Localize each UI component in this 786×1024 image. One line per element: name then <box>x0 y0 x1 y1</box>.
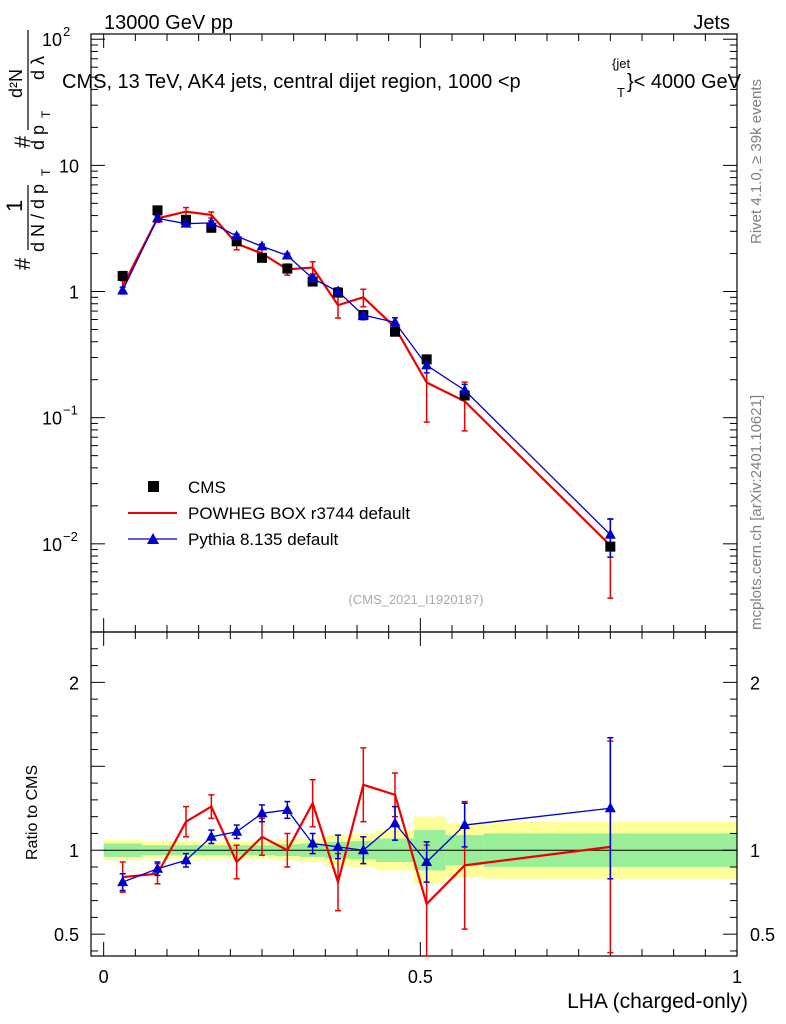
pythia-ratio-point <box>117 876 129 887</box>
plot-title: CMS, 13 TeV, AK4 jets, central dijet reg… <box>62 56 742 100</box>
pythia-ratio-point <box>389 817 401 828</box>
svg-text:T: T <box>39 110 53 118</box>
ratio-y-tick-label: 1 <box>69 841 79 861</box>
legend: CMS POWHEG BOX r3744 default Pythia 8.13… <box>128 478 410 549</box>
pythia-point <box>281 249 293 260</box>
data-point <box>605 541 616 552</box>
pythia-point <box>152 212 163 223</box>
y-tick-label: 10 <box>42 409 62 429</box>
y-tick-label: 1 <box>69 283 79 303</box>
pythia-point <box>117 284 129 295</box>
plot-title-sup: {jet <box>612 56 630 71</box>
plot-title-sub: T <box>617 85 625 100</box>
legend-label-powheg: POWHEG BOX r3744 default <box>188 504 410 523</box>
analysis-id: (CMS_2021_I1920187) <box>348 592 483 607</box>
x-tick-label: 0.5 <box>408 967 433 987</box>
svg-text:T: T <box>39 168 53 176</box>
svg-text:d λ: d λ <box>28 56 48 80</box>
ratio-frame <box>90 631 738 957</box>
pythia-point <box>205 216 217 227</box>
svg-text:d²N: d²N <box>6 69 26 98</box>
data-point <box>282 263 293 274</box>
y-tick-label-exp: −1 <box>63 403 78 418</box>
y-tick-label-exp: −2 <box>63 529 78 544</box>
pythia-ratio-point <box>459 819 471 830</box>
pythia-point <box>332 285 344 296</box>
data-point <box>152 205 163 216</box>
pythia-point <box>421 359 433 370</box>
ratio-y-tick-label: 0.5 <box>54 925 79 945</box>
svg-text:#: # <box>10 257 35 270</box>
pythia-ratio-point <box>180 854 192 865</box>
ratio-y-tick-label-right: 1 <box>750 841 760 861</box>
x-tick-label: 1 <box>732 967 742 987</box>
ratio-y-tick-label-right: 0.5 <box>750 925 775 945</box>
side-site-label: mcplots.cern.ch [arXiv:2401.10621] <box>748 395 765 630</box>
ratio-panel: 0 0.5 1 0.5 0.5 1 1 2 2 <box>54 631 775 987</box>
legend-label-data: CMS <box>188 478 226 497</box>
pythia-ratio-point <box>205 830 217 841</box>
data-point <box>459 390 470 401</box>
svg-text:#: # <box>10 135 35 148</box>
pythia-ratio-point <box>256 807 268 818</box>
pythia-ratio-point <box>357 844 369 855</box>
pythia-ratio-point <box>307 837 319 848</box>
energy-label: 13000 GeV pp <box>104 12 233 34</box>
svg-text:d N / d p: d N / d p <box>28 184 48 252</box>
data-point <box>257 252 267 263</box>
pythia-point <box>389 316 401 327</box>
pythia-ratio-point <box>332 840 344 851</box>
y-tick-label: 10 <box>59 156 79 176</box>
y-tick-label: 10 <box>42 30 62 50</box>
x-axis-label: LHA (charged-only) <box>567 990 748 1013</box>
category-label: Jets <box>693 12 730 34</box>
y-tick-label-exp: 2 <box>63 24 70 39</box>
pythia-ratio-point <box>604 802 616 813</box>
legend-label-pythia: Pythia 8.135 default <box>188 530 339 549</box>
svg-text:1: 1 <box>2 200 27 212</box>
plot-title-end: }< 4000 GeV <box>627 71 742 93</box>
pythia-point <box>231 230 243 241</box>
pythia-point <box>256 240 268 251</box>
pythia-point <box>307 272 319 283</box>
pythia-ratio-point <box>152 862 163 873</box>
pythia-point <box>459 384 471 395</box>
main-y-label: # 1 d N / d p T # d²N d p T d λ <box>2 30 53 270</box>
svg-text:CMS, 13 TeV, AK4 jets, central: CMS, 13 TeV, AK4 jets, central dijet reg… <box>62 71 521 93</box>
pythia-point <box>604 528 616 539</box>
y-tick-label: 10 <box>42 535 62 555</box>
ratio-y-label: Ratio to CMS <box>24 765 41 860</box>
legend-pythia-marker <box>147 533 159 544</box>
ratio-y-tick-label: 2 <box>69 673 79 693</box>
pythia-ratio-point <box>231 825 243 836</box>
x-tick-label: 0 <box>99 967 109 987</box>
svg-text:d p: d p <box>28 125 48 150</box>
plot-title-main: CMS, 13 TeV, AK4 jets, central dijet reg… <box>62 71 521 93</box>
pythia-ratio-point <box>281 803 293 814</box>
data-point <box>390 326 400 337</box>
ratio-y-tick-label-right: 2 <box>750 673 760 693</box>
data-point <box>206 222 217 233</box>
powheg-line <box>121 210 612 547</box>
legend-data-marker <box>148 481 159 492</box>
side-rivet-label: Rivet 4.1.0, ≥ 39k events <box>748 79 765 244</box>
data-point <box>117 270 128 281</box>
pythia-point <box>357 309 369 320</box>
pythia-ratio-line <box>122 807 611 883</box>
pythia-ratio-point <box>421 855 433 866</box>
data-point <box>231 236 242 247</box>
pythia-point <box>180 217 192 228</box>
